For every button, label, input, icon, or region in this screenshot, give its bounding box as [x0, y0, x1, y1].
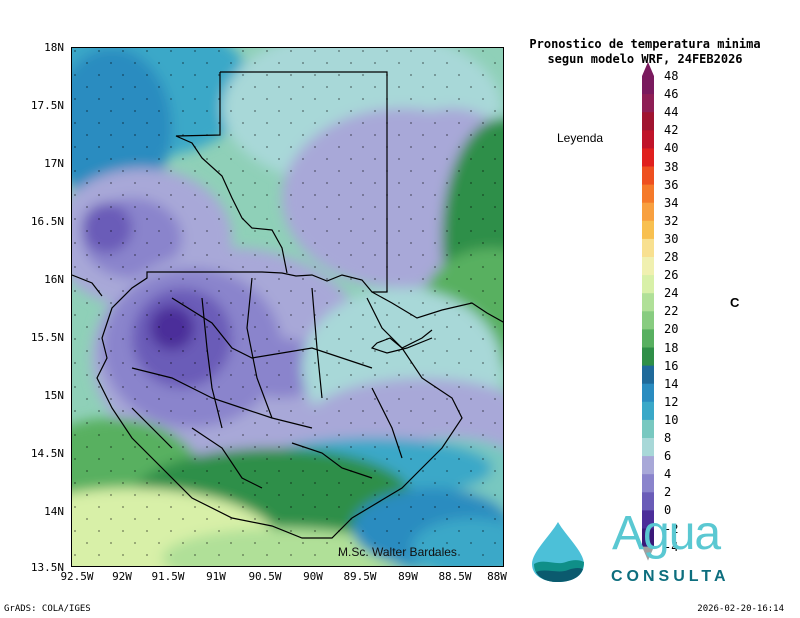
colorbar-label: 46	[664, 87, 679, 102]
colorbar-label: 2	[664, 485, 672, 500]
colorbar-segment	[642, 528, 654, 548]
colorbar-label: 16	[664, 358, 679, 373]
colorbar-label: 40	[664, 141, 679, 156]
colorbar-segment	[642, 383, 654, 403]
author-signature: M.Sc. Walter Bardales	[338, 545, 457, 559]
x-tick-label: 90W	[303, 570, 323, 583]
colorbar-segment	[642, 202, 654, 222]
x-tick-label: 91W	[206, 570, 226, 583]
map-title-line2: segun modelo WRF, 24FEB2026	[547, 52, 743, 66]
colorbar-segment	[642, 510, 654, 529]
x-tick-label: 89.5W	[343, 570, 377, 583]
y-tick-label: 13.5N	[30, 561, 64, 574]
colorbar-segment	[642, 492, 654, 511]
colorbar-label: 34	[664, 195, 679, 210]
colorbar-label: 32	[664, 213, 679, 228]
colorbar-label: -2	[664, 521, 679, 536]
water-drop-logo-icon	[532, 522, 584, 582]
colorbar-segment	[642, 456, 654, 475]
colorbar-label: 6	[664, 449, 672, 464]
colorbar-label: 8	[664, 431, 672, 445]
colorbar-label: 0	[664, 503, 672, 518]
logo-subtitle: CONSULTA	[611, 568, 730, 585]
colorbar-segment	[642, 94, 654, 113]
colorbar-label: 42	[664, 123, 679, 138]
colorbar-label: 48	[664, 69, 679, 83]
colorbar-segment	[642, 311, 654, 330]
colorbar-bottom-arrow	[642, 546, 654, 561]
map-title-line1: Pronostico de temperatura minima	[529, 37, 761, 51]
colorbar-label: 44	[664, 105, 679, 120]
temperature-map	[71, 47, 504, 567]
map-field-svg	[72, 48, 503, 566]
colorbar-label: 30	[664, 231, 679, 246]
colorbar-segment	[642, 130, 654, 149]
y-tick-label: 16N	[44, 273, 64, 286]
colorbar-segment	[642, 474, 654, 493]
y-tick-label: 14.5N	[30, 447, 64, 460]
colorbar-label: 12	[664, 394, 679, 409]
colorbar-segment	[642, 419, 654, 439]
grads-credit: GrADS: COLA/IGES	[4, 604, 91, 614]
y-tick-label: 15.5N	[30, 331, 64, 344]
colorbar-label: 28	[664, 250, 679, 264]
colorbar-segment	[642, 184, 654, 204]
x-tick-label: 89W	[398, 570, 418, 583]
x-tick-label: 88W	[487, 570, 507, 583]
colorbar-segment	[642, 112, 654, 131]
colorbar-label: 18	[664, 340, 679, 355]
y-tick-label: 17.5N	[30, 99, 64, 112]
colorbar-segment	[642, 275, 654, 294]
y-tick-label: 15N	[44, 389, 64, 402]
colorbar-segment	[642, 438, 654, 457]
colorbar-label: -4	[664, 539, 679, 554]
colorbar-segment	[642, 347, 654, 367]
colorbar-label: 10	[664, 412, 679, 427]
colorbar-segment	[642, 76, 654, 95]
y-tick-label: 17N	[44, 157, 64, 170]
colorbar-segment	[642, 329, 654, 348]
colorbar-segment	[642, 148, 654, 167]
x-tick-label: 92W	[112, 570, 132, 583]
colorbar-segment	[642, 166, 654, 186]
colorbar-label: 24	[664, 286, 679, 301]
colorbar-segment	[642, 220, 654, 240]
colorbar-label: 22	[664, 304, 679, 319]
colorbar-segment	[642, 365, 654, 385]
x-tick-label: 88.5W	[438, 570, 472, 583]
x-tick-label: 90.5W	[248, 570, 282, 583]
colorbar-label: 4	[664, 467, 672, 482]
y-tick-label: 16.5N	[30, 215, 64, 228]
colorbar-segment	[642, 238, 654, 258]
colorbar-label: 36	[664, 177, 679, 192]
logo-wordmark: Agua	[612, 507, 721, 560]
colorbar-label: 20	[664, 322, 679, 337]
colorbar-label: 26	[664, 268, 679, 283]
colorbar-segment	[642, 293, 654, 312]
timestamp: 2026-02-20-16:14	[697, 604, 784, 614]
colorbar-segment	[642, 401, 654, 421]
colorbar-label: 38	[664, 159, 679, 174]
x-tick-label: 92.5W	[60, 570, 94, 583]
legend-unit: C	[730, 295, 740, 310]
colorbar	[642, 62, 654, 561]
colorbar-top-arrow	[642, 62, 654, 76]
colorbar-label: 14	[664, 376, 679, 391]
x-tick-label: 91.5W	[151, 570, 185, 583]
y-tick-label: 18N	[44, 41, 64, 54]
y-tick-label: 14N	[44, 505, 64, 518]
colorbar-segment	[642, 257, 654, 276]
legend-title: Leyenda	[557, 131, 604, 145]
